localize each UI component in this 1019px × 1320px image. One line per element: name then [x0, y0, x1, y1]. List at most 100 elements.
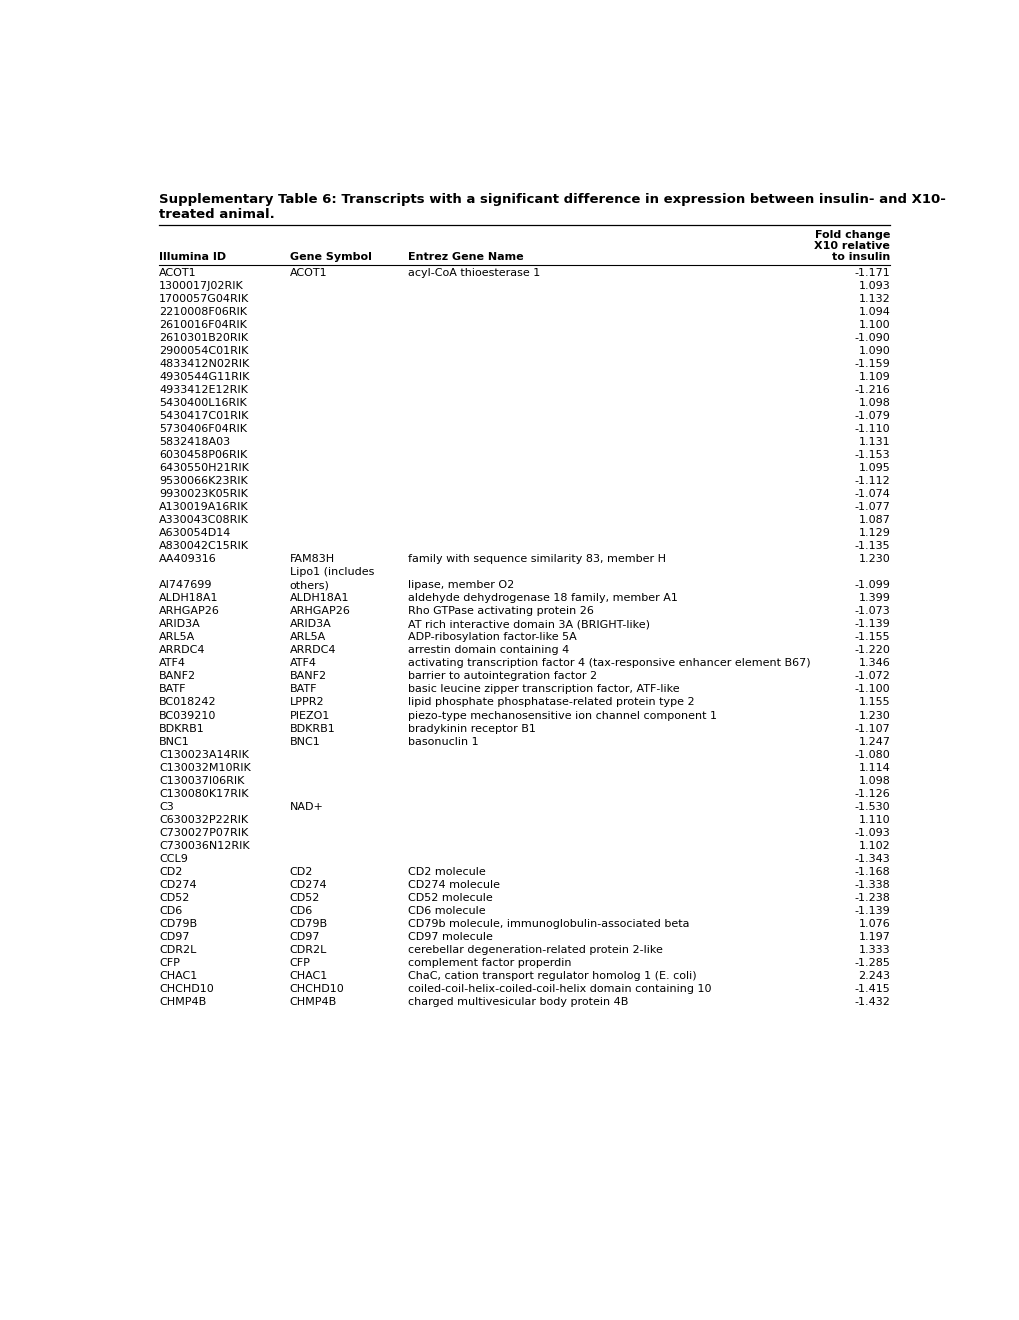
Text: -1.153: -1.153 — [854, 450, 890, 461]
Text: 1300017J02RIK: 1300017J02RIK — [159, 281, 244, 292]
Text: CD79B: CD79B — [289, 919, 327, 929]
Text: -1.171: -1.171 — [854, 268, 890, 279]
Text: 2610016F04RIK: 2610016F04RIK — [159, 321, 247, 330]
Text: CD2: CD2 — [289, 867, 313, 876]
Text: FAM83H: FAM83H — [289, 554, 334, 565]
Text: PIEZO1: PIEZO1 — [289, 710, 329, 721]
Text: CDR2L: CDR2L — [289, 945, 327, 954]
Text: -1.079: -1.079 — [854, 412, 890, 421]
Text: CD79B: CD79B — [159, 919, 197, 929]
Text: lipid phosphate phosphatase-related protein type 2: lipid phosphate phosphatase-related prot… — [408, 697, 694, 708]
Text: BDKRB1: BDKRB1 — [289, 723, 335, 734]
Text: 9930023K05RIK: 9930023K05RIK — [159, 490, 248, 499]
Text: family with sequence similarity 83, member H: family with sequence similarity 83, memb… — [408, 554, 665, 565]
Text: Fold change: Fold change — [814, 230, 890, 239]
Text: A130019A16RIK: A130019A16RIK — [159, 503, 249, 512]
Text: BC018242: BC018242 — [159, 697, 216, 708]
Text: CD274: CD274 — [159, 879, 197, 890]
Text: -1.168: -1.168 — [854, 867, 890, 876]
Text: AT rich interactive domain 3A (BRIGHT-like): AT rich interactive domain 3A (BRIGHT-li… — [408, 619, 649, 630]
Text: ALDH18A1: ALDH18A1 — [159, 594, 218, 603]
Text: 2210008F06RIK: 2210008F06RIK — [159, 308, 247, 317]
Text: 2900054C01RIK: 2900054C01RIK — [159, 346, 249, 356]
Text: -1.415: -1.415 — [854, 983, 890, 994]
Text: BANF2: BANF2 — [289, 672, 326, 681]
Text: arrestin domain containing 4: arrestin domain containing 4 — [408, 645, 569, 656]
Text: -1.107: -1.107 — [854, 723, 890, 734]
Text: ATF4: ATF4 — [159, 659, 185, 668]
Text: BDKRB1: BDKRB1 — [159, 723, 205, 734]
Text: C730036N12RIK: C730036N12RIK — [159, 841, 250, 850]
Text: Entrez Gene Name: Entrez Gene Name — [408, 252, 523, 261]
Text: 1700057G04RIK: 1700057G04RIK — [159, 294, 249, 304]
Text: Supplementary Table 6: Transcripts with a significant difference in expression b: Supplementary Table 6: Transcripts with … — [159, 193, 945, 206]
Text: ARID3A: ARID3A — [289, 619, 331, 630]
Text: ALDH18A1: ALDH18A1 — [289, 594, 348, 603]
Text: 1.155: 1.155 — [858, 697, 890, 708]
Text: BNC1: BNC1 — [289, 737, 320, 747]
Text: CD97 molecule: CD97 molecule — [408, 932, 492, 941]
Text: bradykinin receptor B1: bradykinin receptor B1 — [408, 723, 535, 734]
Text: 1.132: 1.132 — [858, 294, 890, 304]
Text: 5832418A03: 5832418A03 — [159, 437, 230, 447]
Text: 2610301B20RIK: 2610301B20RIK — [159, 333, 248, 343]
Text: 1.131: 1.131 — [858, 437, 890, 447]
Text: piezo-type mechanosensitive ion channel component 1: piezo-type mechanosensitive ion channel … — [408, 710, 716, 721]
Text: C730027P07RIK: C730027P07RIK — [159, 828, 249, 838]
Text: X10 relative: X10 relative — [813, 240, 890, 251]
Text: CHMP4B: CHMP4B — [289, 997, 336, 1007]
Text: C130037I06RIK: C130037I06RIK — [159, 776, 245, 785]
Text: CD97: CD97 — [159, 932, 190, 941]
Text: A630054D14: A630054D14 — [159, 528, 231, 539]
Text: ACOT1: ACOT1 — [159, 268, 197, 279]
Text: lipase, member O2: lipase, member O2 — [408, 581, 514, 590]
Text: -1.343: -1.343 — [854, 854, 890, 863]
Text: -1.135: -1.135 — [854, 541, 890, 552]
Text: 1.076: 1.076 — [858, 919, 890, 929]
Text: 1.087: 1.087 — [858, 515, 890, 525]
Text: CHAC1: CHAC1 — [159, 970, 198, 981]
Text: -1.155: -1.155 — [854, 632, 890, 643]
Text: CD6 molecule: CD6 molecule — [408, 906, 485, 916]
Text: charged multivesicular body protein 4B: charged multivesicular body protein 4B — [408, 997, 628, 1007]
Text: -1.090: -1.090 — [854, 333, 890, 343]
Text: barrier to autointegration factor 2: barrier to autointegration factor 2 — [408, 672, 597, 681]
Text: CCL9: CCL9 — [159, 854, 187, 863]
Text: 6030458P06RIK: 6030458P06RIK — [159, 450, 248, 461]
Text: 5730406F04RIK: 5730406F04RIK — [159, 424, 247, 434]
Text: 1.095: 1.095 — [858, 463, 890, 474]
Text: 1.109: 1.109 — [858, 372, 890, 383]
Text: 1.333: 1.333 — [858, 945, 890, 954]
Text: CHAC1: CHAC1 — [289, 970, 327, 981]
Text: -1.100: -1.100 — [854, 685, 890, 694]
Text: C130032M10RIK: C130032M10RIK — [159, 763, 251, 772]
Text: -1.072: -1.072 — [854, 672, 890, 681]
Text: -1.159: -1.159 — [854, 359, 890, 370]
Text: BANF2: BANF2 — [159, 672, 196, 681]
Text: -1.077: -1.077 — [854, 503, 890, 512]
Text: CD274: CD274 — [289, 879, 327, 890]
Text: 1.098: 1.098 — [858, 776, 890, 785]
Text: BATF: BATF — [289, 685, 317, 694]
Text: 1.247: 1.247 — [858, 737, 890, 747]
Text: -1.073: -1.073 — [854, 606, 890, 616]
Text: Gene Symbol: Gene Symbol — [289, 252, 371, 261]
Text: -1.099: -1.099 — [854, 581, 890, 590]
Text: CFP: CFP — [159, 958, 179, 968]
Text: C130080K17RIK: C130080K17RIK — [159, 788, 249, 799]
Text: ARRDC4: ARRDC4 — [159, 645, 206, 656]
Text: 1.094: 1.094 — [858, 308, 890, 317]
Text: A830042C15RIK: A830042C15RIK — [159, 541, 249, 552]
Text: BATF: BATF — [159, 685, 186, 694]
Text: 1.114: 1.114 — [858, 763, 890, 772]
Text: 1.346: 1.346 — [858, 659, 890, 668]
Text: 1.110: 1.110 — [858, 814, 890, 825]
Text: Lipo1 (includes: Lipo1 (includes — [289, 568, 374, 577]
Text: CD52: CD52 — [289, 892, 320, 903]
Text: CD79b molecule, immunoglobulin-associated beta: CD79b molecule, immunoglobulin-associate… — [408, 919, 689, 929]
Text: 1.102: 1.102 — [858, 841, 890, 850]
Text: -1.074: -1.074 — [854, 490, 890, 499]
Text: ACOT1: ACOT1 — [289, 268, 327, 279]
Text: -1.238: -1.238 — [854, 892, 890, 903]
Text: acyl-CoA thioesterase 1: acyl-CoA thioesterase 1 — [408, 268, 540, 279]
